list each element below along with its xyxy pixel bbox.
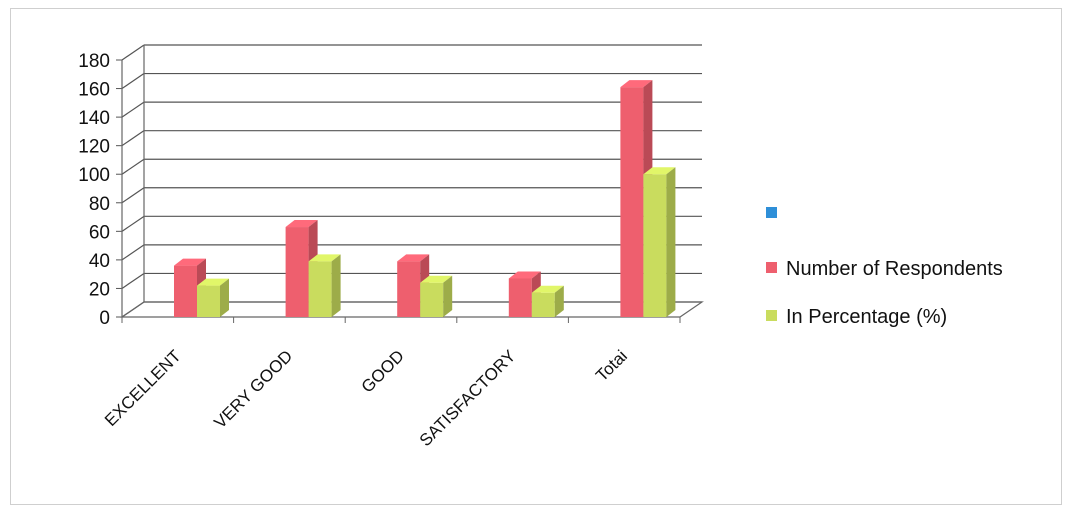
y-tick-label: 120 [78, 137, 110, 158]
y-tick-label: 20 [89, 279, 110, 300]
gridline-depth [121, 187, 145, 204]
bar-side [666, 167, 676, 317]
legend-label: Number of Respondents [786, 258, 1003, 280]
bar-top [508, 271, 541, 279]
gridline-depth [121, 244, 145, 261]
bar-front [420, 282, 444, 317]
y-tick-label: 80 [89, 194, 110, 215]
bar-top [197, 278, 229, 286]
axis-layer [116, 45, 704, 323]
bar-top [308, 254, 341, 262]
bar-side [331, 254, 341, 317]
bar-front [643, 174, 667, 317]
bar-front [508, 278, 532, 317]
y-tick-label: 60 [89, 222, 110, 243]
bar [308, 254, 341, 317]
gridline-depth [121, 130, 145, 147]
legend-swatch [766, 207, 777, 218]
bar [531, 285, 564, 317]
bar [197, 278, 229, 317]
y-tick-label: 0 [99, 308, 110, 329]
x-tick-label: VERY GOOD [210, 346, 296, 432]
bar-front [285, 227, 309, 317]
bar-front [397, 261, 421, 317]
bar-top [420, 275, 453, 283]
legend: Number of Respondents In Percentage (%) [766, 207, 1003, 328]
bar-front [531, 292, 555, 317]
bar-top [174, 258, 206, 266]
x-tick-label: GOOD [358, 346, 408, 396]
bar-layer [174, 80, 676, 317]
bar [420, 275, 453, 317]
x-tick-label: SATISFACTORY [416, 346, 520, 450]
legend-swatch [766, 310, 777, 321]
floor [120, 301, 704, 318]
bar-side [220, 278, 229, 317]
x-tick-label: EXCELLENT [101, 346, 185, 430]
bar-front [197, 285, 220, 317]
gridline-depth [121, 44, 145, 61]
x-tick-label: Totai [592, 346, 631, 385]
chart-frame [10, 8, 1062, 505]
bar-side [554, 285, 564, 317]
bar-side [443, 275, 453, 317]
gridline-depth [121, 215, 145, 232]
y-tick-label: 160 [78, 80, 110, 101]
gridline-depth [121, 272, 145, 289]
bar [643, 167, 676, 317]
y-tick-label: 140 [78, 108, 110, 129]
bar-front [308, 261, 332, 317]
bar-top [397, 254, 430, 262]
y-tick-label: 180 [78, 51, 110, 72]
legend-label: In Percentage (%) [786, 306, 947, 328]
bar-top [620, 80, 653, 88]
bar-top [531, 285, 564, 293]
legend-swatch [766, 262, 777, 273]
gridline-depth [121, 158, 145, 175]
bar-front [174, 265, 197, 317]
y-tick-label: 100 [78, 165, 110, 186]
bar-top [643, 167, 676, 175]
gridline-depth [121, 73, 145, 90]
y-tick-label: 40 [89, 251, 110, 272]
gridline-depth [121, 101, 145, 118]
bar-front [620, 87, 644, 317]
label-layer: 0 20 40 60 80 100 120 140 160 180 EXCELLENT VERY GO… [78, 51, 631, 450]
bar-top [285, 220, 318, 228]
